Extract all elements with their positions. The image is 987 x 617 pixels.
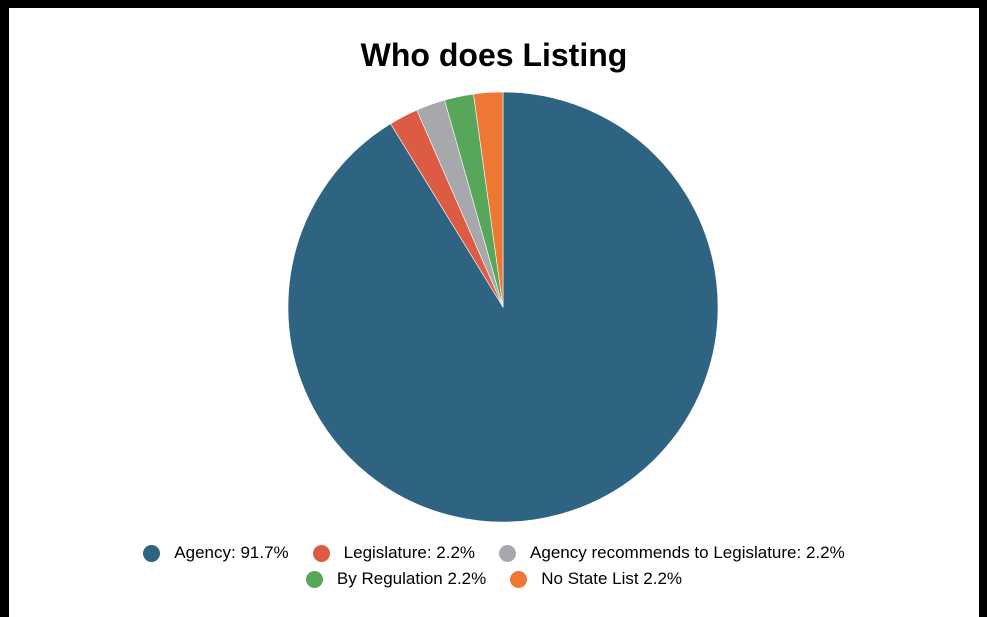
legend-item: Agency: 91.7%: [143, 543, 289, 563]
legend-item: No State List 2.2%: [510, 569, 682, 589]
legend-label: Agency recommends to Legislature: 2.2%: [530, 543, 845, 562]
legend-row: Agency: 91.7% Legislature: 2.2% Agency rec…: [9, 540, 979, 566]
legend-item: Legislature: 2.2%: [312, 543, 476, 563]
legend-row: By Regulation 2.2% No State List 2.2%: [9, 566, 979, 592]
legend-swatch: [305, 570, 323, 588]
legend-label: No State List 2.2%: [541, 569, 683, 588]
legend-item: Agency recommends to Legislature: 2.2%: [499, 543, 845, 563]
legend-label: Agency: 91.7%: [174, 543, 289, 562]
legend-swatch: [143, 544, 161, 562]
legend-label: Legislature: 2.2%: [343, 543, 476, 562]
pie-slice-4: [473, 91, 504, 308]
legend-swatch: [499, 544, 517, 562]
legend-swatch: [510, 570, 528, 588]
pie-slices: [287, 91, 719, 523]
chart-legend: Agency: 91.7% Legislature: 2.2% Agency rec…: [9, 540, 979, 592]
legend-item: By Regulation 2.2%: [305, 569, 487, 589]
legend-label: By Regulation 2.2%: [336, 569, 487, 588]
chart-title: Who does Listing: [360, 37, 628, 73]
legend-swatch: [312, 544, 330, 562]
